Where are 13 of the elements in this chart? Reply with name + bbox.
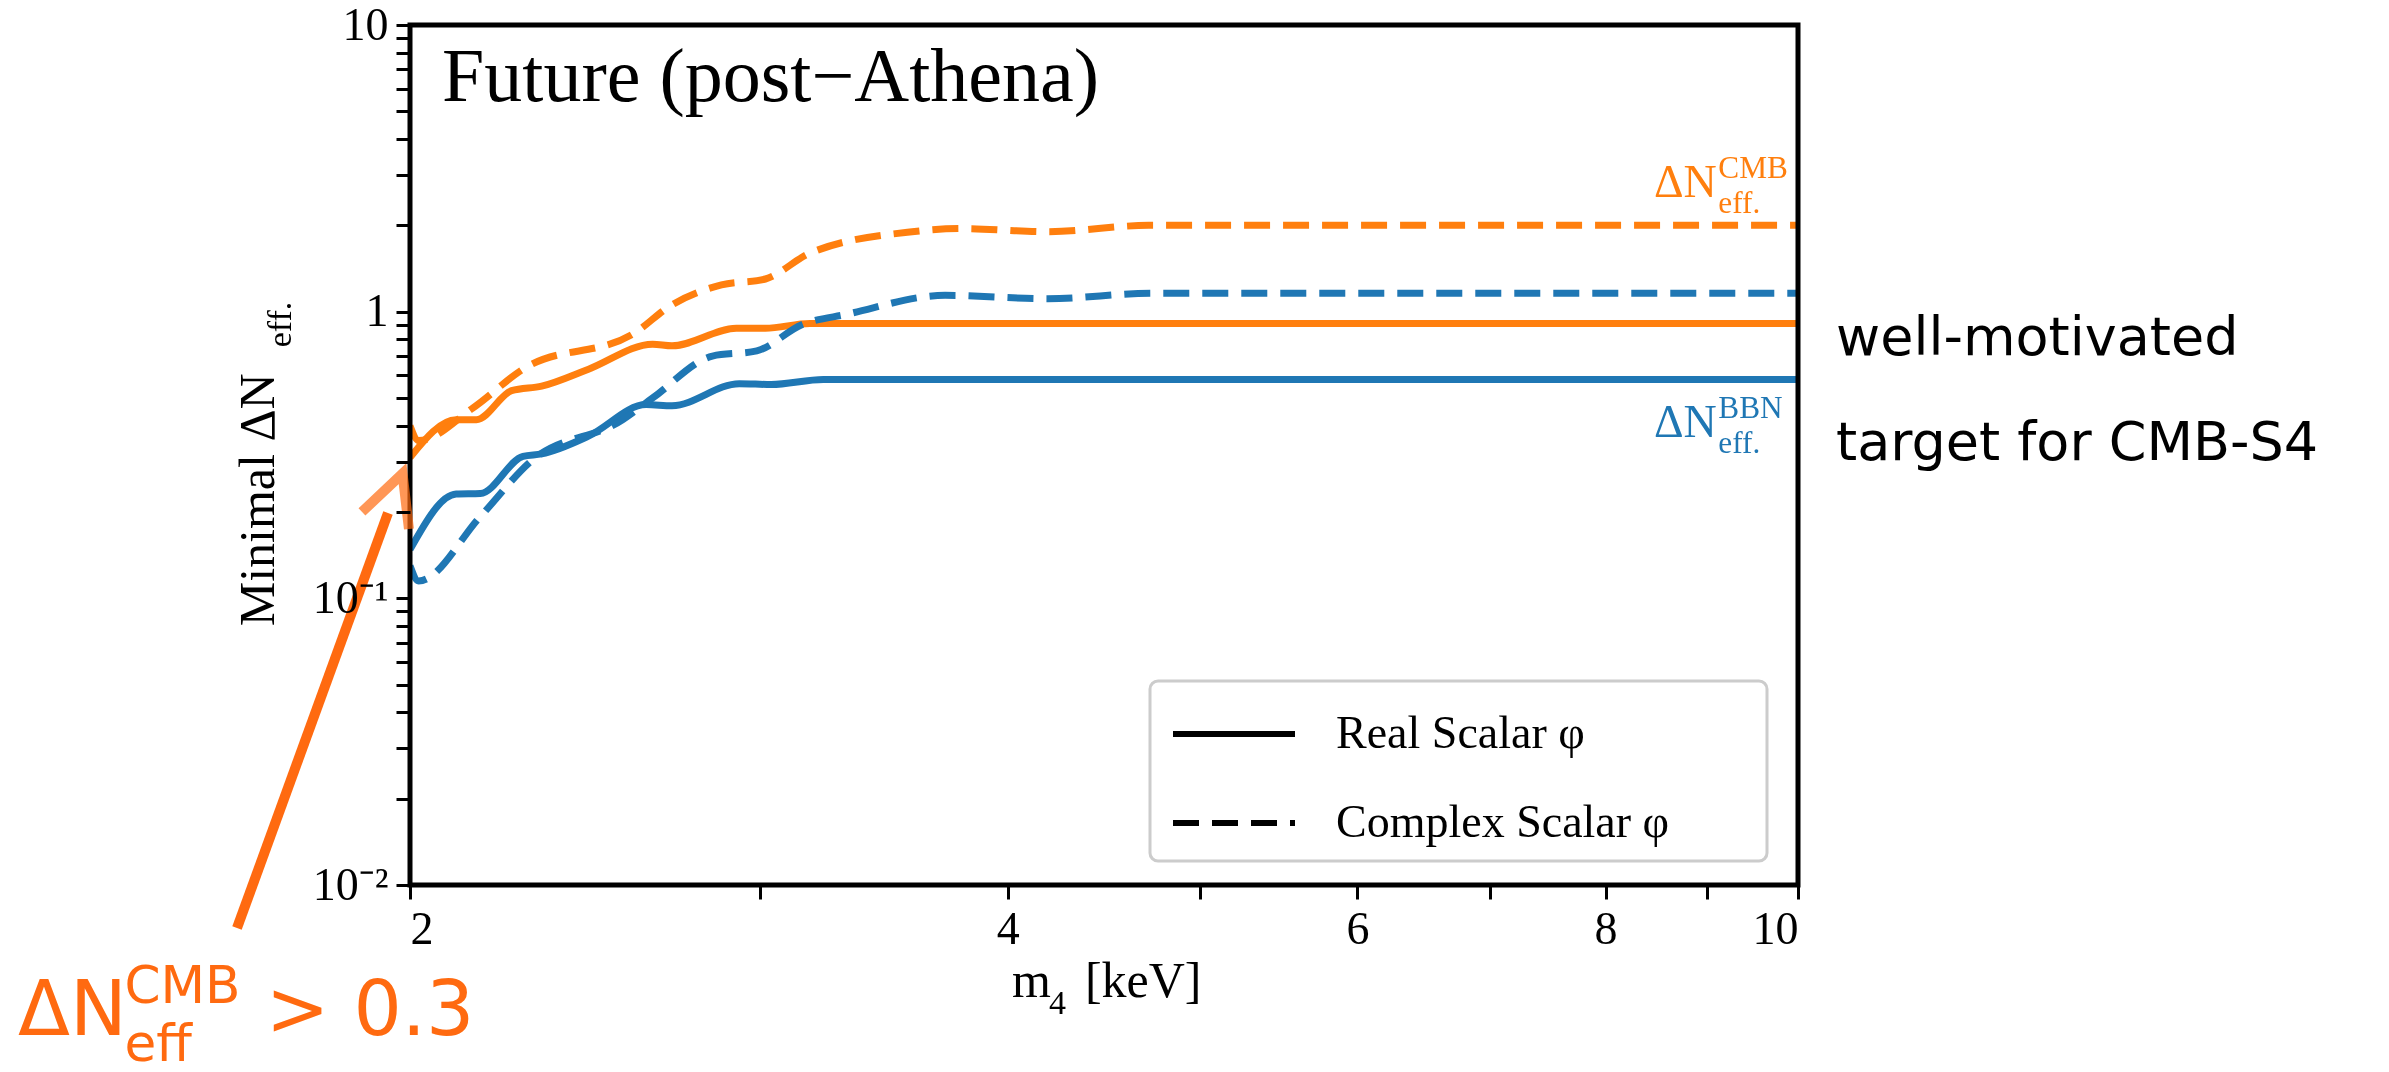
x-tick-label: 2 bbox=[410, 902, 434, 954]
x-tick-label: 8 bbox=[1594, 902, 1618, 954]
y-tick-label: 10⁻² bbox=[312, 858, 389, 910]
y-axis-title: Minimal ΔNeff. bbox=[229, 301, 298, 627]
y-tick-label: 10 bbox=[342, 0, 389, 50]
x-tick-label: 10 bbox=[1752, 902, 1799, 954]
annotation: Complex Scalar φ bbox=[1336, 796, 1670, 847]
chart-title: Future (post−Athena) bbox=[442, 33, 1100, 118]
x-tick-label: 6 bbox=[1346, 902, 1370, 954]
text: well-motivated target for CMB-S4 bbox=[1836, 305, 2319, 473]
y-tick-label: 1 bbox=[365, 285, 389, 337]
annotation: Real Scalar φ bbox=[1336, 707, 1585, 758]
x-tick-label: 4 bbox=[996, 902, 1020, 954]
